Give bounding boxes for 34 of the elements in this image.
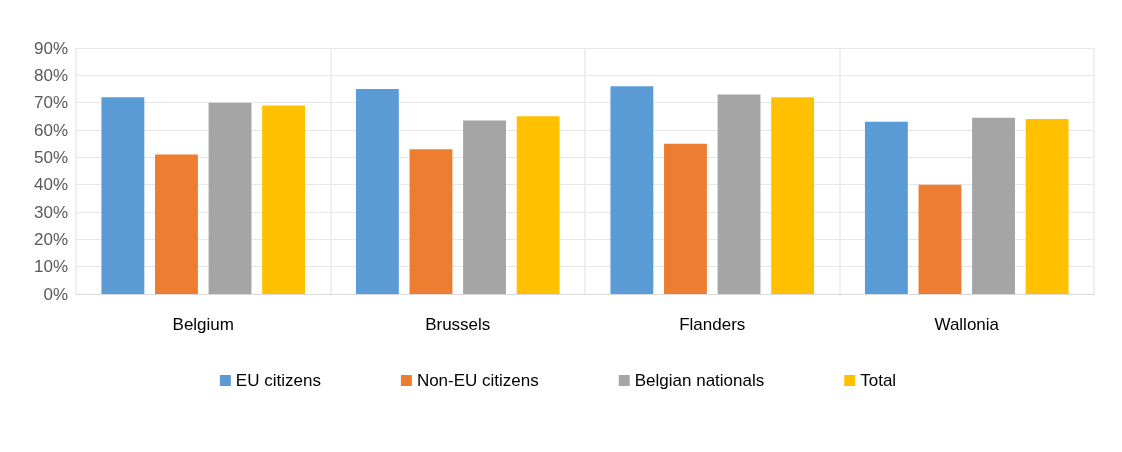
x-tick-label: Wallonia (934, 315, 1000, 334)
bar (972, 117, 1015, 294)
y-tick-label: 30% (33, 202, 68, 222)
y-tick-label: 80% (33, 65, 68, 85)
bar (409, 149, 453, 294)
bar (208, 102, 252, 294)
bar (101, 97, 145, 294)
bar (610, 86, 654, 294)
y-tick-label: 70% (33, 93, 68, 113)
bar (771, 97, 815, 294)
bar (1025, 119, 1069, 294)
bar (664, 143, 707, 294)
x-tick-label: Belgium (172, 315, 234, 334)
bar (717, 94, 761, 294)
legend-label: Total (860, 371, 897, 390)
legend-label: EU citizens (235, 371, 321, 390)
y-tick-label: 10% (33, 257, 68, 277)
y-tick-label: 20% (33, 229, 68, 249)
bar (918, 184, 962, 294)
legend-label: Non-EU citizens (416, 371, 539, 390)
bar (262, 105, 306, 294)
bar (516, 116, 560, 294)
bar (155, 154, 198, 294)
x-tick-label: Flanders (679, 315, 746, 334)
y-tick-label: 0% (43, 284, 68, 304)
x-tick-label: Brussels (425, 315, 491, 334)
legend-label: Belgian nationals (634, 371, 765, 390)
y-tick-label: 60% (33, 120, 68, 140)
y-tick-label: 90% (33, 38, 68, 58)
bar (355, 89, 399, 294)
y-tick-label: 40% (33, 175, 68, 195)
bar (463, 120, 506, 294)
bar (864, 121, 908, 294)
y-tick-label: 50% (33, 147, 68, 167)
